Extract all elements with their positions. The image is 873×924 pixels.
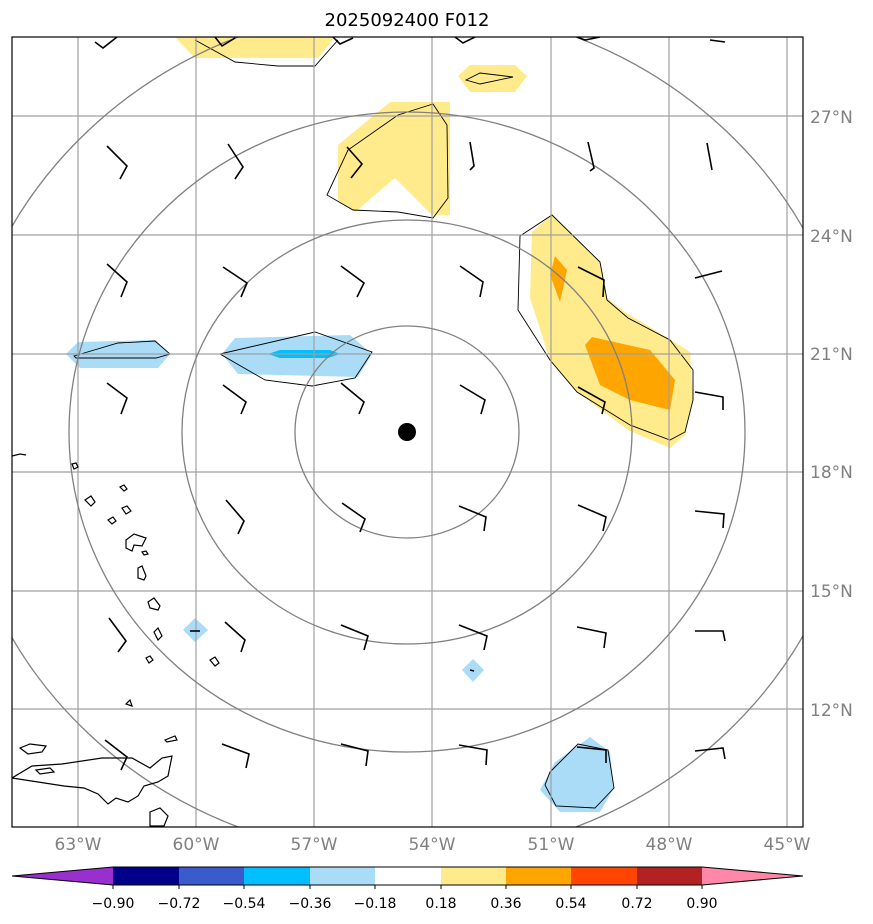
thin-contours bbox=[73, 39, 694, 809]
colorbar-tick-label: −0.36 bbox=[289, 896, 332, 912]
colorbar-tick-label: −0.90 bbox=[92, 896, 135, 912]
lat-label: 18°N bbox=[810, 463, 853, 483]
latitude-labels: 27°N 24°N 21°N 18°N 15°N 12°N bbox=[810, 108, 853, 721]
colorbar-tick-label: 0.18 bbox=[425, 896, 456, 912]
colorbar-tick-label: 0.90 bbox=[686, 896, 717, 912]
longitude-labels: 63°W 60°W 57°W 54°W 51°W 48°W 45°W bbox=[55, 835, 811, 855]
range-rings bbox=[12, 37, 803, 827]
colorbar-segment bbox=[702, 867, 803, 885]
colorbar-segment bbox=[244, 867, 310, 885]
lon-label: 57°W bbox=[291, 835, 338, 855]
lat-label: 24°N bbox=[810, 227, 853, 247]
colorbar: −0.90 −0.72 −0.54 −0.36 −0.18 0.18 0.36 … bbox=[11, 866, 804, 912]
colorbar-tick-label: −0.18 bbox=[354, 896, 397, 912]
lon-label: 60°W bbox=[173, 835, 220, 855]
lon-label: 48°W bbox=[646, 835, 693, 855]
colorbar-segment bbox=[506, 867, 571, 885]
coastlines bbox=[12, 453, 220, 827]
wind-barbs bbox=[94, 37, 726, 771]
storm-center-icon bbox=[398, 423, 416, 441]
lon-label: 45°W bbox=[764, 835, 811, 855]
lat-label: 12°N bbox=[810, 701, 853, 721]
graticule bbox=[12, 37, 803, 827]
lon-label: 54°W bbox=[409, 835, 456, 855]
lat-label: 27°N bbox=[810, 108, 853, 128]
colorbar-segment bbox=[113, 867, 179, 885]
colorbar-segment bbox=[12, 867, 113, 885]
colorbar-tick-label: −0.72 bbox=[158, 896, 201, 912]
colorbar-tick-label: −0.54 bbox=[223, 896, 266, 912]
map-title: 2025092400 F012 bbox=[325, 10, 490, 31]
shading-light-blue bbox=[66, 335, 614, 812]
plot-frame bbox=[11, 36, 804, 828]
colorbar-tick-label: 0.54 bbox=[555, 896, 586, 912]
lat-label: 15°N bbox=[810, 582, 853, 602]
colorbar-tick-label: 0.72 bbox=[621, 896, 652, 912]
colorbar-segment bbox=[441, 867, 506, 885]
colorbar-segment bbox=[375, 867, 441, 885]
colorbar-segment bbox=[637, 867, 702, 885]
colorbar-segment bbox=[179, 867, 244, 885]
colorbar-segment bbox=[571, 867, 637, 885]
lon-label: 51°W bbox=[528, 835, 575, 855]
shading-orange bbox=[550, 256, 675, 410]
lon-label: 63°W bbox=[55, 835, 102, 855]
colorbar-tick-label: 0.36 bbox=[490, 896, 521, 912]
lat-label: 21°N bbox=[810, 345, 853, 365]
colorbar-segment bbox=[310, 867, 375, 885]
